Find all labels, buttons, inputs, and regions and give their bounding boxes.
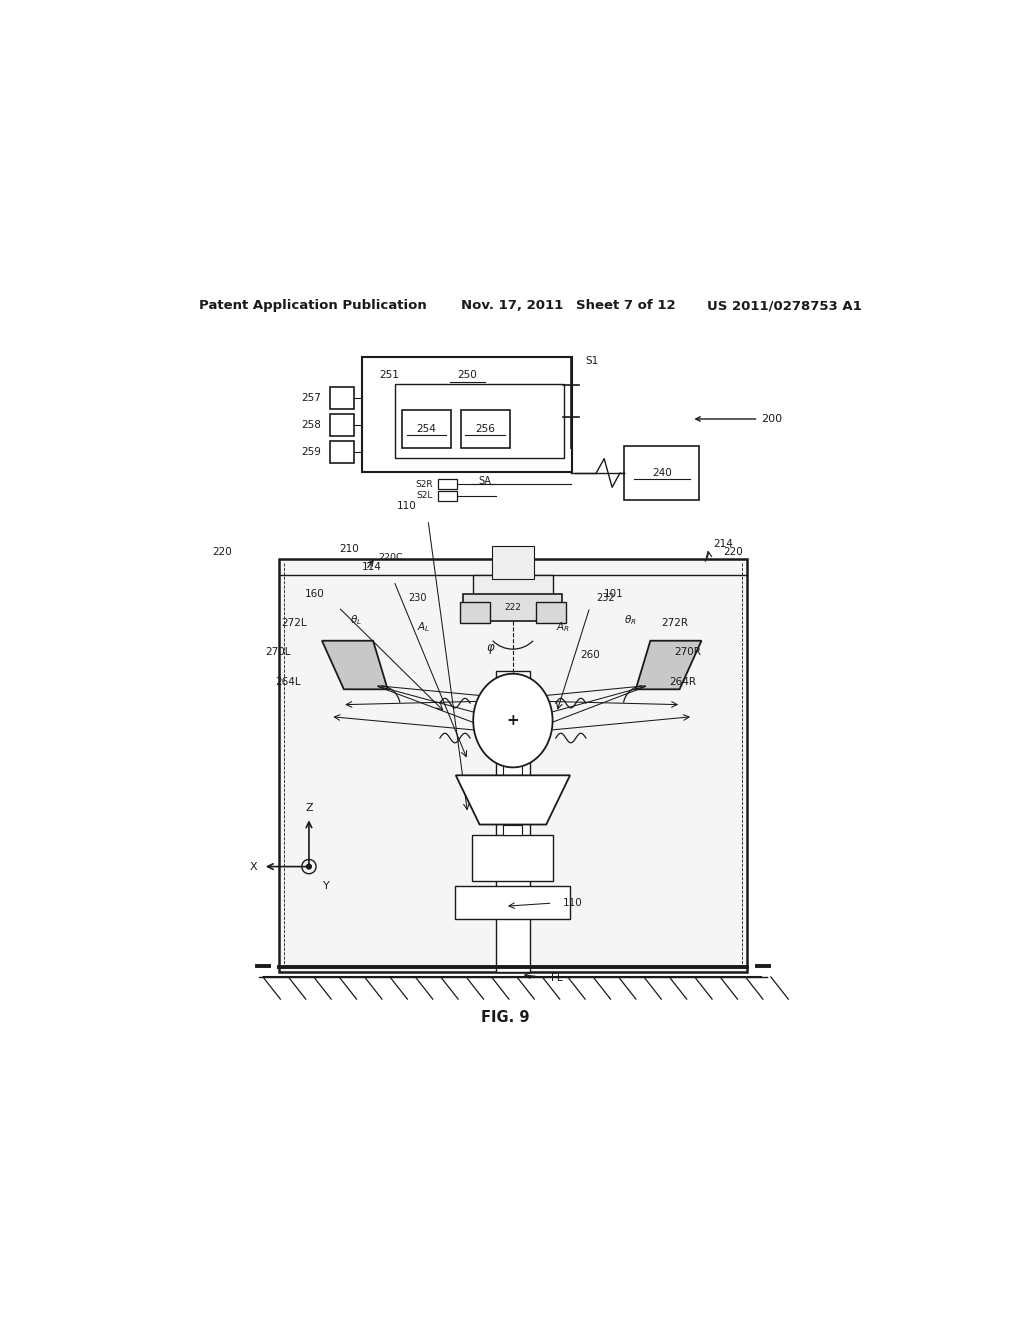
Text: SA: SA bbox=[479, 477, 492, 486]
Text: Sheet 7 of 12: Sheet 7 of 12 bbox=[577, 300, 676, 312]
Polygon shape bbox=[456, 775, 570, 825]
Text: 210: 210 bbox=[339, 544, 359, 554]
FancyBboxPatch shape bbox=[331, 441, 354, 463]
FancyBboxPatch shape bbox=[493, 546, 534, 579]
Text: 270R: 270R bbox=[674, 647, 700, 657]
Text: X: X bbox=[250, 862, 257, 871]
FancyBboxPatch shape bbox=[331, 414, 354, 437]
Text: 259: 259 bbox=[301, 447, 321, 457]
Polygon shape bbox=[322, 640, 388, 689]
Text: FL: FL bbox=[551, 973, 562, 982]
Text: $A_L$: $A_L$ bbox=[417, 620, 430, 634]
Circle shape bbox=[306, 865, 311, 869]
FancyBboxPatch shape bbox=[473, 576, 553, 598]
Text: +: + bbox=[507, 713, 519, 729]
FancyBboxPatch shape bbox=[504, 825, 522, 834]
Text: 251: 251 bbox=[380, 370, 399, 380]
Text: 272R: 272R bbox=[662, 618, 688, 628]
FancyBboxPatch shape bbox=[472, 834, 553, 880]
Text: 220C: 220C bbox=[379, 553, 403, 561]
FancyBboxPatch shape bbox=[497, 671, 529, 972]
Text: 214: 214 bbox=[714, 539, 733, 549]
FancyBboxPatch shape bbox=[463, 594, 562, 620]
Text: 110: 110 bbox=[396, 502, 416, 511]
Text: 240: 240 bbox=[652, 469, 672, 478]
Text: 270L: 270L bbox=[265, 647, 291, 657]
Text: 256: 256 bbox=[475, 424, 495, 434]
Text: Y: Y bbox=[323, 880, 330, 891]
Text: 220: 220 bbox=[212, 546, 231, 557]
Text: 260: 260 bbox=[581, 649, 600, 660]
Text: 257: 257 bbox=[301, 393, 321, 404]
FancyBboxPatch shape bbox=[536, 602, 565, 623]
FancyBboxPatch shape bbox=[437, 491, 457, 502]
Text: 114: 114 bbox=[362, 562, 382, 573]
FancyBboxPatch shape bbox=[362, 358, 572, 473]
Text: 101: 101 bbox=[604, 589, 624, 598]
Text: S1: S1 bbox=[585, 356, 598, 366]
Text: 200: 200 bbox=[695, 414, 782, 424]
Text: 272L: 272L bbox=[281, 618, 306, 628]
Text: $\theta_R$: $\theta_R$ bbox=[624, 612, 637, 627]
Text: 110: 110 bbox=[563, 898, 583, 908]
Text: S2R: S2R bbox=[415, 479, 433, 488]
Text: 230: 230 bbox=[409, 594, 427, 603]
Text: Patent Application Publication: Patent Application Publication bbox=[200, 300, 427, 312]
FancyBboxPatch shape bbox=[395, 384, 564, 458]
Text: 160: 160 bbox=[305, 589, 325, 598]
Text: 222: 222 bbox=[505, 602, 521, 611]
FancyBboxPatch shape bbox=[456, 886, 570, 919]
Text: 250: 250 bbox=[458, 370, 477, 380]
Text: $\theta_L$: $\theta_L$ bbox=[350, 612, 361, 627]
Polygon shape bbox=[636, 640, 701, 689]
Text: Nov. 17, 2011: Nov. 17, 2011 bbox=[461, 300, 563, 312]
FancyBboxPatch shape bbox=[504, 737, 522, 833]
Text: 254: 254 bbox=[417, 424, 436, 434]
FancyBboxPatch shape bbox=[437, 479, 457, 490]
FancyBboxPatch shape bbox=[331, 387, 354, 409]
Text: $\varphi$: $\varphi$ bbox=[485, 642, 496, 656]
Ellipse shape bbox=[473, 673, 553, 767]
FancyBboxPatch shape bbox=[401, 411, 451, 449]
FancyBboxPatch shape bbox=[460, 602, 490, 623]
Text: 232: 232 bbox=[596, 594, 614, 603]
FancyBboxPatch shape bbox=[279, 560, 748, 972]
Text: FIG. 9: FIG. 9 bbox=[480, 1010, 529, 1024]
Text: 264R: 264R bbox=[670, 677, 696, 688]
Text: 220: 220 bbox=[723, 546, 742, 557]
Text: 264L: 264L bbox=[275, 677, 301, 688]
Text: Z: Z bbox=[305, 803, 312, 813]
Text: US 2011/0278753 A1: US 2011/0278753 A1 bbox=[708, 300, 862, 312]
FancyBboxPatch shape bbox=[624, 446, 699, 500]
FancyBboxPatch shape bbox=[461, 411, 510, 449]
Text: 258: 258 bbox=[301, 420, 321, 430]
Text: S2L: S2L bbox=[417, 491, 433, 500]
Text: $A_R$: $A_R$ bbox=[556, 620, 570, 634]
